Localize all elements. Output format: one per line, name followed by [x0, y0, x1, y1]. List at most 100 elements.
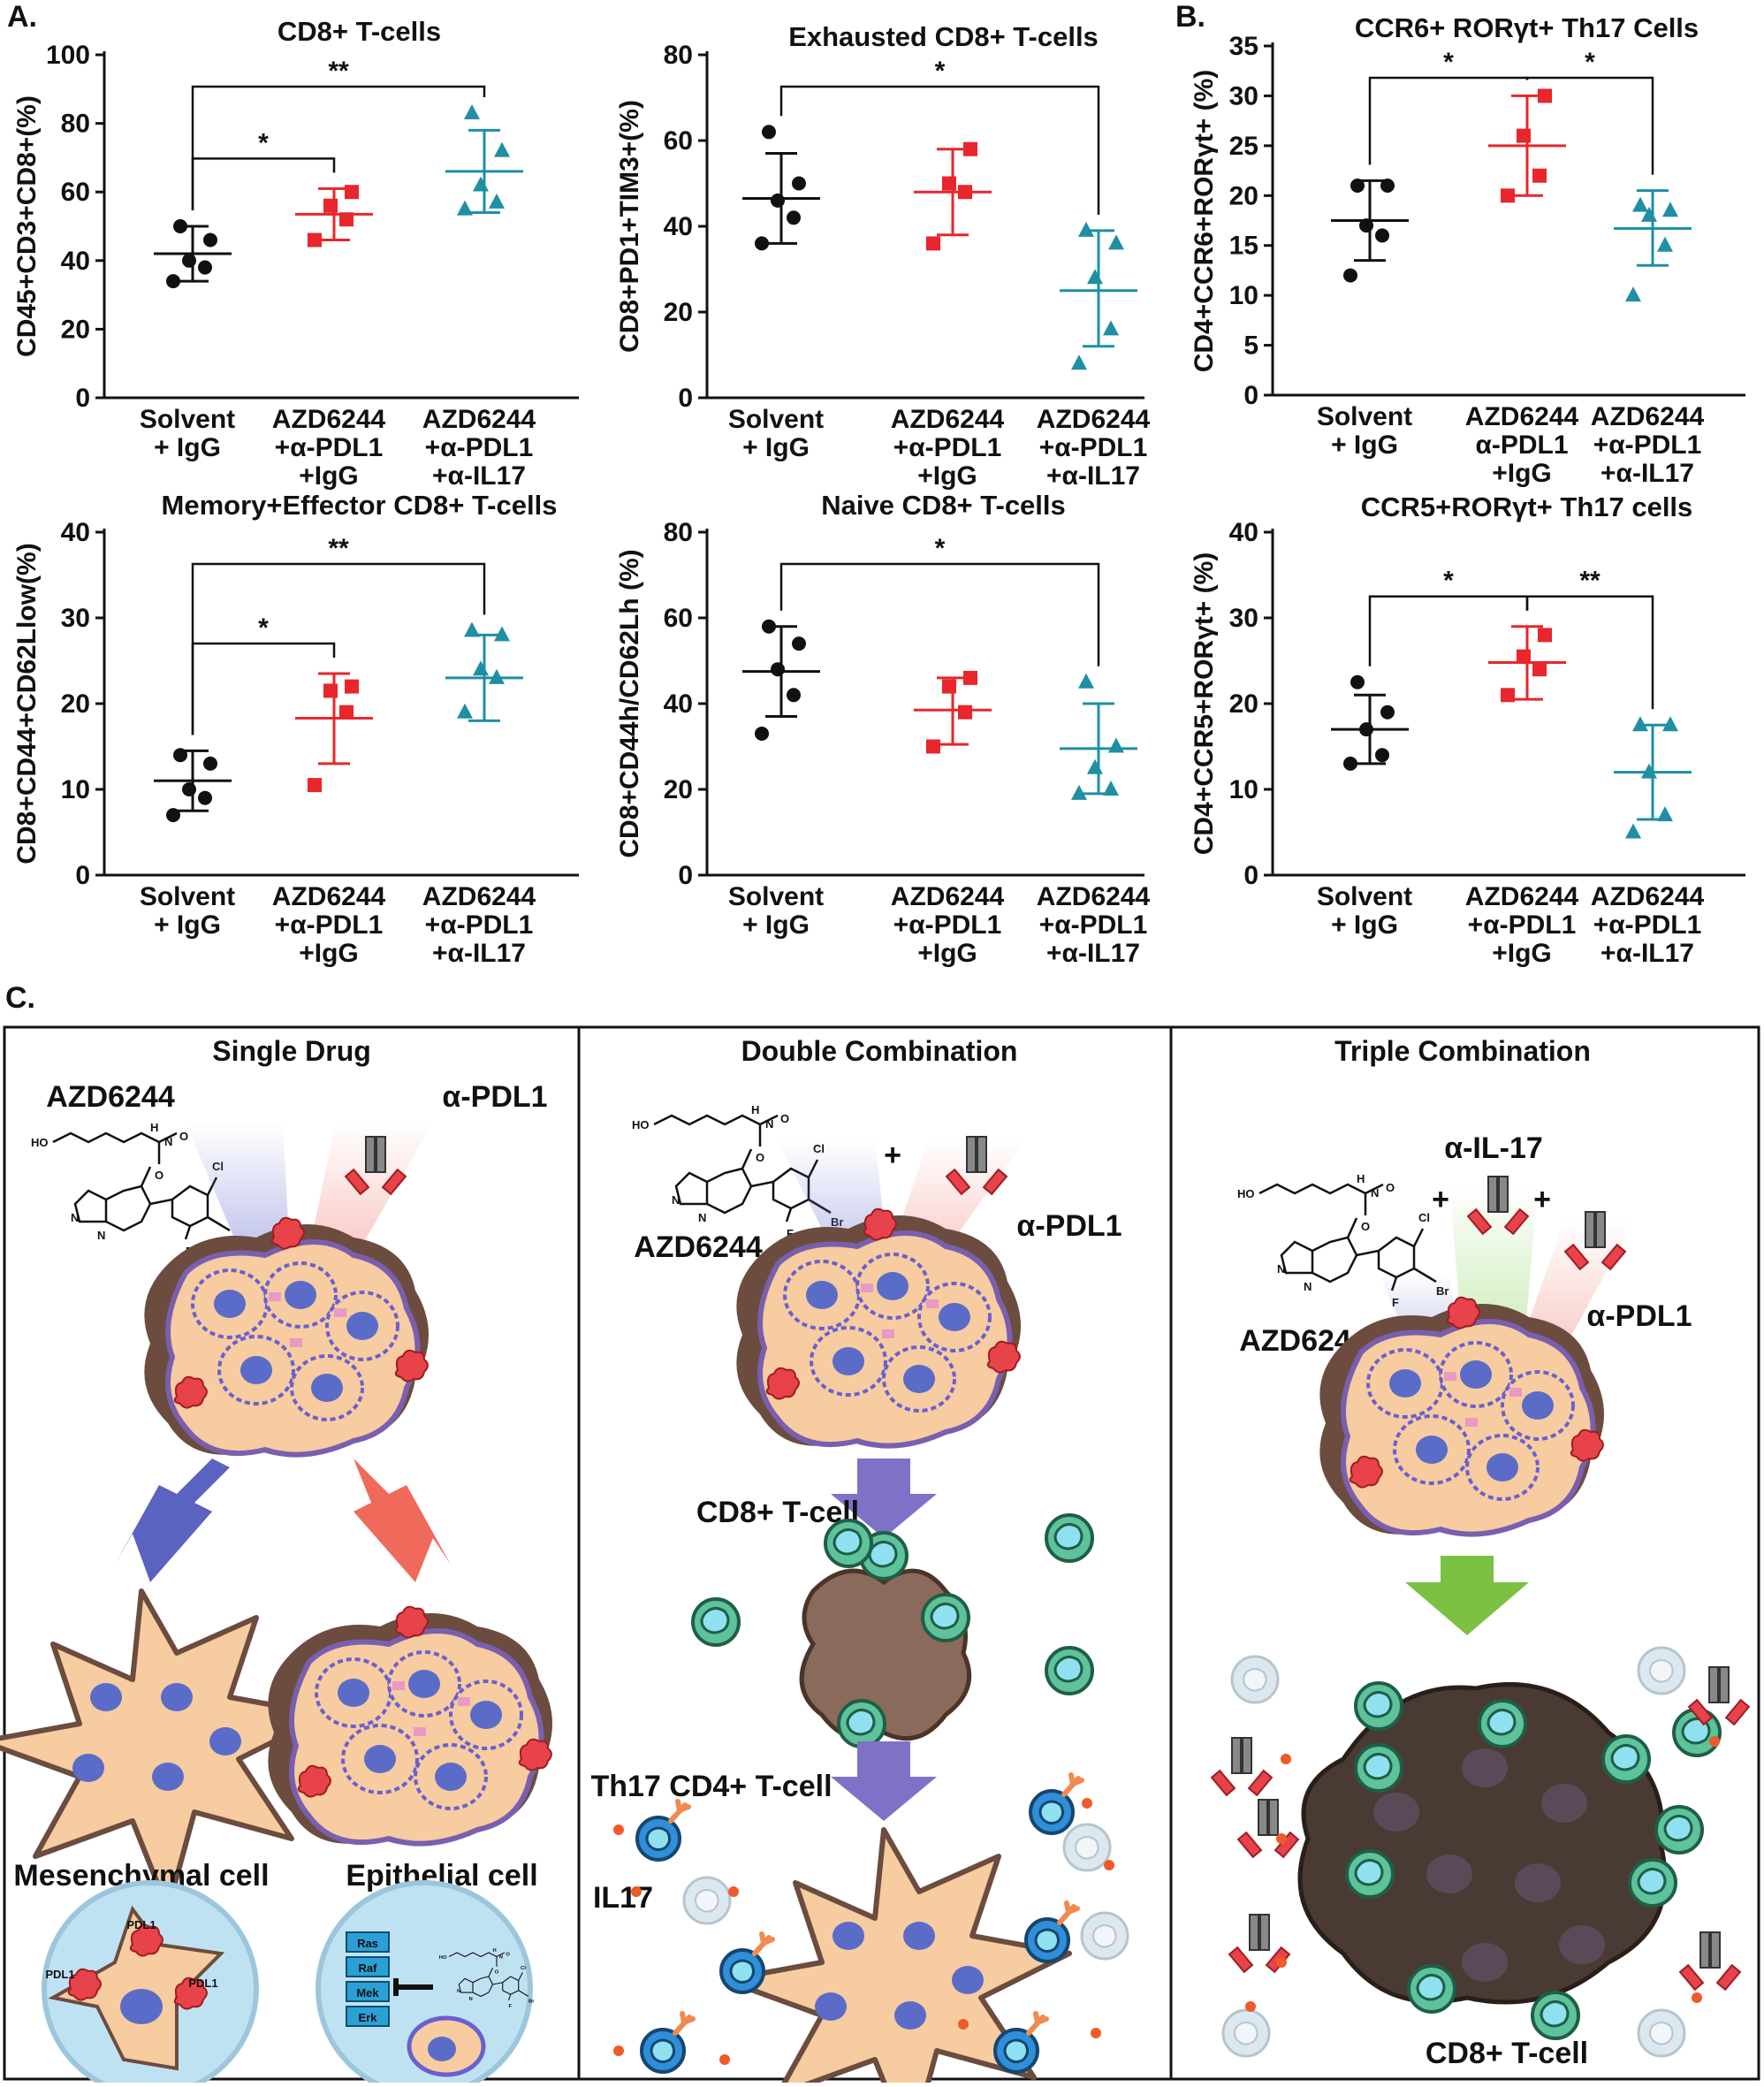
- il17-particle: [1281, 1754, 1291, 1764]
- data-point: [345, 679, 359, 694]
- atom-label: O: [780, 1112, 789, 1125]
- data-point: [1103, 781, 1119, 796]
- inactive-cell-icon: [1062, 1823, 1112, 1872]
- data-point: [173, 748, 187, 763]
- triple-combination-panel: Triple Combinationα-IL-17++HOHNOOClFBrNN…: [1211, 1035, 1750, 2070]
- dead-cell-nucleus: [1373, 1793, 1419, 1832]
- data-point: [494, 626, 510, 642]
- antibody-icon: [1679, 1931, 1741, 1991]
- panel-label-b: B.: [1175, 0, 1205, 34]
- x-category-label: +α-PDL1: [1593, 430, 1702, 460]
- y-axis-label: CD8+CD44h/CD62Lh (%): [615, 549, 644, 857]
- data-point: [489, 668, 505, 684]
- data-point: [1359, 722, 1373, 737]
- atom-label: O: [155, 1169, 163, 1182]
- significance-bracket: *: [1368, 48, 1529, 165]
- y-tick-label: 80: [664, 41, 693, 70]
- series-1: [295, 672, 373, 793]
- bracket-line: [191, 157, 336, 210]
- data-point: [345, 185, 359, 200]
- data-point: [323, 683, 338, 698]
- y-axis-label: CD8+CD44+CD62Llow(%): [12, 543, 42, 864]
- atom-label: Br: [528, 1999, 535, 2004]
- data-point: [1108, 737, 1124, 753]
- data-point: [1375, 748, 1389, 763]
- x-category-label: α-PDL1: [1475, 430, 1568, 460]
- il17-particle: [613, 1824, 624, 1835]
- atom-label: N: [97, 1229, 105, 1242]
- dead-cell-nucleus: [1559, 1925, 1605, 1964]
- inactive-cell-icon: [1221, 2008, 1271, 2058]
- data-point: [198, 790, 212, 805]
- y-tick-label: 10: [61, 775, 90, 804]
- data-point: [339, 705, 354, 720]
- x-category-label: +α-PDL1: [893, 910, 1002, 940]
- x-category-label: AZD6244: [1591, 882, 1705, 911]
- series-0: [1331, 179, 1409, 283]
- series-2: [1060, 673, 1137, 800]
- y-tick-label: 20: [61, 689, 90, 719]
- data-point: [1343, 756, 1357, 771]
- series-1: [1488, 625, 1566, 703]
- atom-label: N: [765, 1117, 773, 1131]
- th17-cell-icon: [1030, 1775, 1082, 1833]
- data-point: [1501, 688, 1515, 703]
- bracket-line: [191, 562, 486, 735]
- chart-title: Exhausted CD8+ T-cells: [788, 21, 1099, 52]
- data-point: [1071, 784, 1087, 800]
- data-point: [1380, 179, 1395, 193]
- arrow-to-epithelial: [354, 1459, 451, 1582]
- inactive-cell-icon: [1637, 1646, 1686, 1695]
- significance-bracket: *: [1368, 567, 1529, 666]
- data-point: [1632, 196, 1648, 212]
- arrow-down: [831, 1741, 937, 1821]
- pdl1-label: PDL1: [45, 1968, 74, 1981]
- bracket-line: [191, 642, 336, 735]
- atom-label: N: [1304, 1280, 1312, 1293]
- atom-label: F: [787, 1227, 794, 1240]
- dead-cell-nucleus: [1515, 1863, 1561, 1902]
- atom-label: H: [493, 1948, 497, 1954]
- x-category-label: Solvent: [728, 882, 824, 911]
- structure-bonds: [52, 1131, 231, 1240]
- significance-bracket: *: [1525, 48, 1654, 175]
- cd8-tcell-icon: [1354, 1743, 1403, 1793]
- data-point: [473, 176, 489, 192]
- y-tick-label: 40: [664, 689, 693, 719]
- series-1: [914, 141, 992, 251]
- x-category-label: +α-PDL1: [1593, 910, 1702, 940]
- series-0: [742, 125, 820, 251]
- x-category-label: + IgG: [742, 910, 810, 940]
- data-point: [1641, 763, 1657, 779]
- data-point: [1380, 705, 1395, 720]
- il17-particle: [1091, 2028, 1101, 2038]
- data-point: [1078, 673, 1094, 689]
- drug-label-apdl1: α-PDL1: [1016, 1209, 1122, 1243]
- series-0: [742, 619, 820, 741]
- dead-cell-nucleus: [1462, 1748, 1508, 1787]
- cd8-tcell-icon: [1354, 1681, 1403, 1731]
- inactive-cell-icon: [1230, 1655, 1280, 1704]
- x-category-label: AZD6244: [1465, 402, 1579, 431]
- bracket-line: [1525, 595, 1654, 710]
- chart-naive: Naive CD8+ T-cells CD8+CD44h/CD62Lh (%) 0 2…: [615, 490, 1151, 968]
- atom-label: N: [71, 1211, 79, 1224]
- label-cd8-tcell: CD8+ T-cell: [696, 1496, 859, 1529]
- significance-label: *: [1443, 567, 1454, 596]
- y-tick-label: 40: [664, 212, 693, 241]
- data-point: [464, 621, 480, 637]
- atom-label: N: [672, 1193, 680, 1207]
- pathway-box: [346, 2006, 390, 2027]
- cd8-tcell-icon: [921, 1593, 970, 1642]
- schematic-layer: Single DrugAZD6244α-PDL1HOHNOOClFBrNNMes…: [0, 1025, 1760, 2087]
- y-tick-label: 20: [1229, 181, 1258, 210]
- chart-memory: Memory+Effector CD8+ T-cells CD8+CD44+CD6…: [12, 490, 579, 968]
- x-category-label: +α-IL17: [1601, 459, 1694, 488]
- data-point: [762, 619, 776, 634]
- dead-cell-nucleus: [1462, 1943, 1508, 1982]
- data-point: [1501, 188, 1515, 203]
- y-tick-label: 100: [46, 41, 90, 70]
- y-tick-label: 0: [1243, 381, 1258, 410]
- pathway-raf: Raf: [346, 1956, 390, 1977]
